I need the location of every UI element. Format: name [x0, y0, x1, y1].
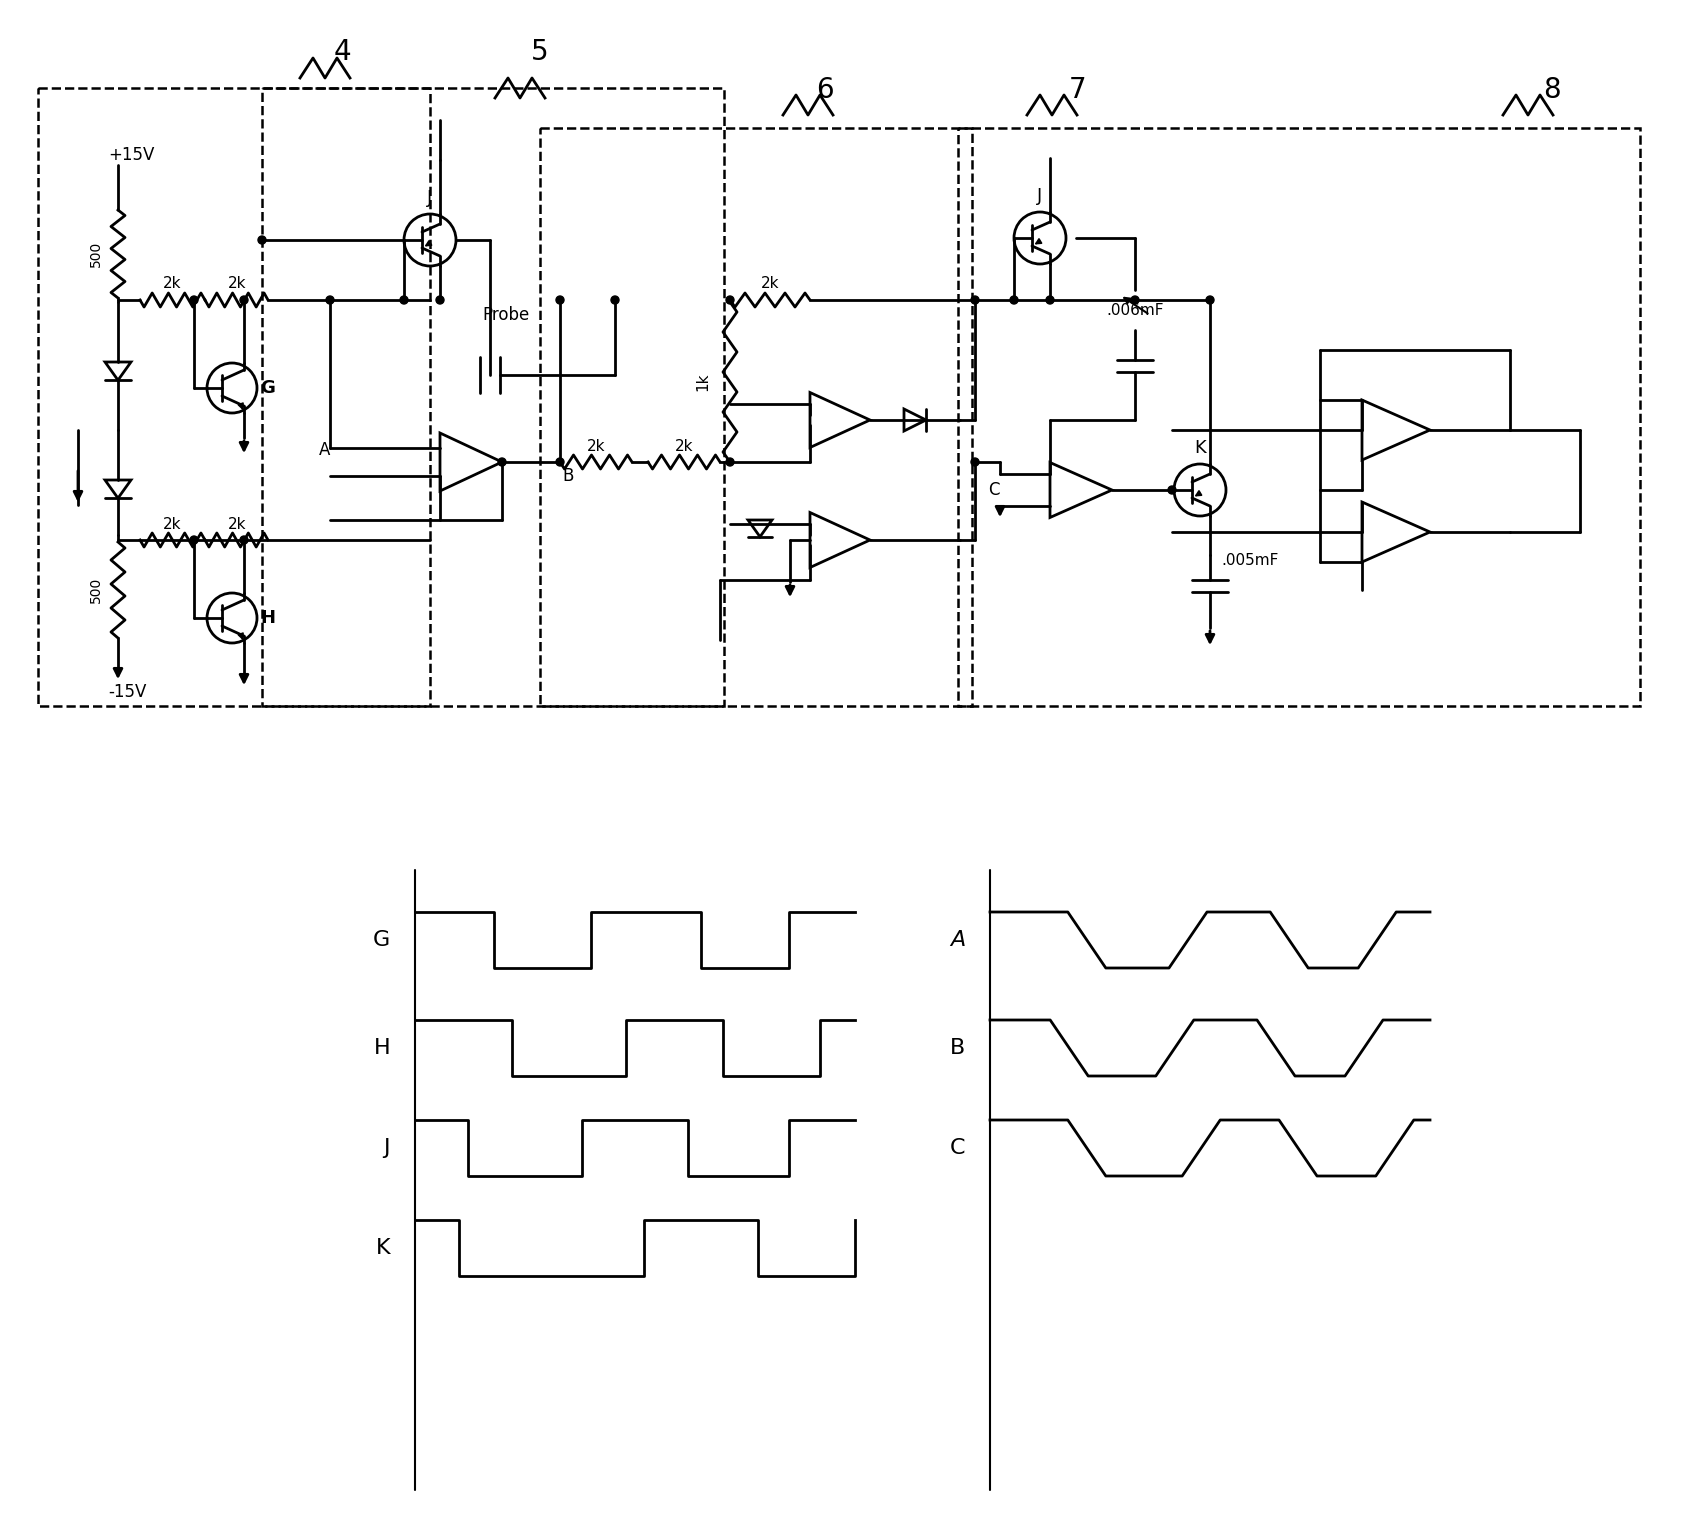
Text: J: J [1038, 186, 1043, 205]
Circle shape [611, 295, 619, 305]
Text: .005mF: .005mF [1221, 553, 1279, 568]
Text: .006mF: .006mF [1106, 303, 1163, 318]
Text: B: B [561, 467, 573, 485]
Text: K: K [376, 1238, 390, 1257]
Circle shape [971, 295, 980, 305]
Text: J: J [383, 1138, 390, 1157]
Text: 6: 6 [816, 76, 833, 105]
Circle shape [400, 295, 408, 305]
Text: 2k: 2k [228, 276, 247, 291]
Text: 7: 7 [1070, 76, 1087, 105]
Circle shape [259, 236, 265, 244]
Circle shape [435, 295, 444, 305]
Text: G: G [260, 379, 276, 397]
Text: 500: 500 [88, 241, 104, 267]
Bar [262, 88, 725, 706]
Bar [539, 127, 971, 706]
Circle shape [1206, 295, 1215, 305]
Circle shape [726, 458, 735, 467]
Text: 5: 5 [531, 38, 549, 67]
Text: B: B [949, 1038, 964, 1057]
Text: Probe: Probe [483, 306, 529, 324]
Circle shape [726, 295, 735, 305]
Bar [958, 127, 1640, 706]
Circle shape [191, 536, 197, 544]
Circle shape [327, 295, 333, 305]
Text: A: A [318, 441, 330, 459]
Text: 2k: 2k [760, 276, 779, 291]
Circle shape [1010, 295, 1017, 305]
Text: 2k: 2k [163, 276, 182, 291]
Text: H: H [374, 1038, 390, 1057]
Circle shape [240, 295, 248, 305]
Circle shape [1046, 295, 1055, 305]
Text: G: G [373, 930, 390, 950]
Circle shape [191, 295, 197, 305]
Text: 2k: 2k [163, 517, 182, 532]
Circle shape [1131, 295, 1140, 305]
Circle shape [556, 458, 565, 467]
Text: C: C [988, 480, 1000, 498]
Circle shape [240, 536, 248, 544]
Text: 2k: 2k [675, 438, 694, 453]
Text: 4: 4 [333, 38, 350, 67]
Text: -15V: -15V [107, 683, 146, 701]
Text: C: C [949, 1138, 964, 1157]
Text: J: J [427, 189, 432, 208]
Text: 2k: 2k [228, 517, 247, 532]
Circle shape [1169, 486, 1175, 494]
Text: 2k: 2k [587, 438, 606, 453]
Text: H: H [260, 609, 276, 627]
Text: 500: 500 [88, 577, 104, 603]
Text: 1k: 1k [696, 373, 709, 391]
Text: A: A [949, 930, 964, 950]
Text: K: K [1194, 439, 1206, 458]
Circle shape [971, 458, 980, 467]
Text: +15V: +15V [107, 145, 155, 164]
Bar [37, 88, 430, 706]
Circle shape [556, 295, 565, 305]
Circle shape [498, 458, 505, 467]
Text: 8: 8 [1543, 76, 1562, 105]
